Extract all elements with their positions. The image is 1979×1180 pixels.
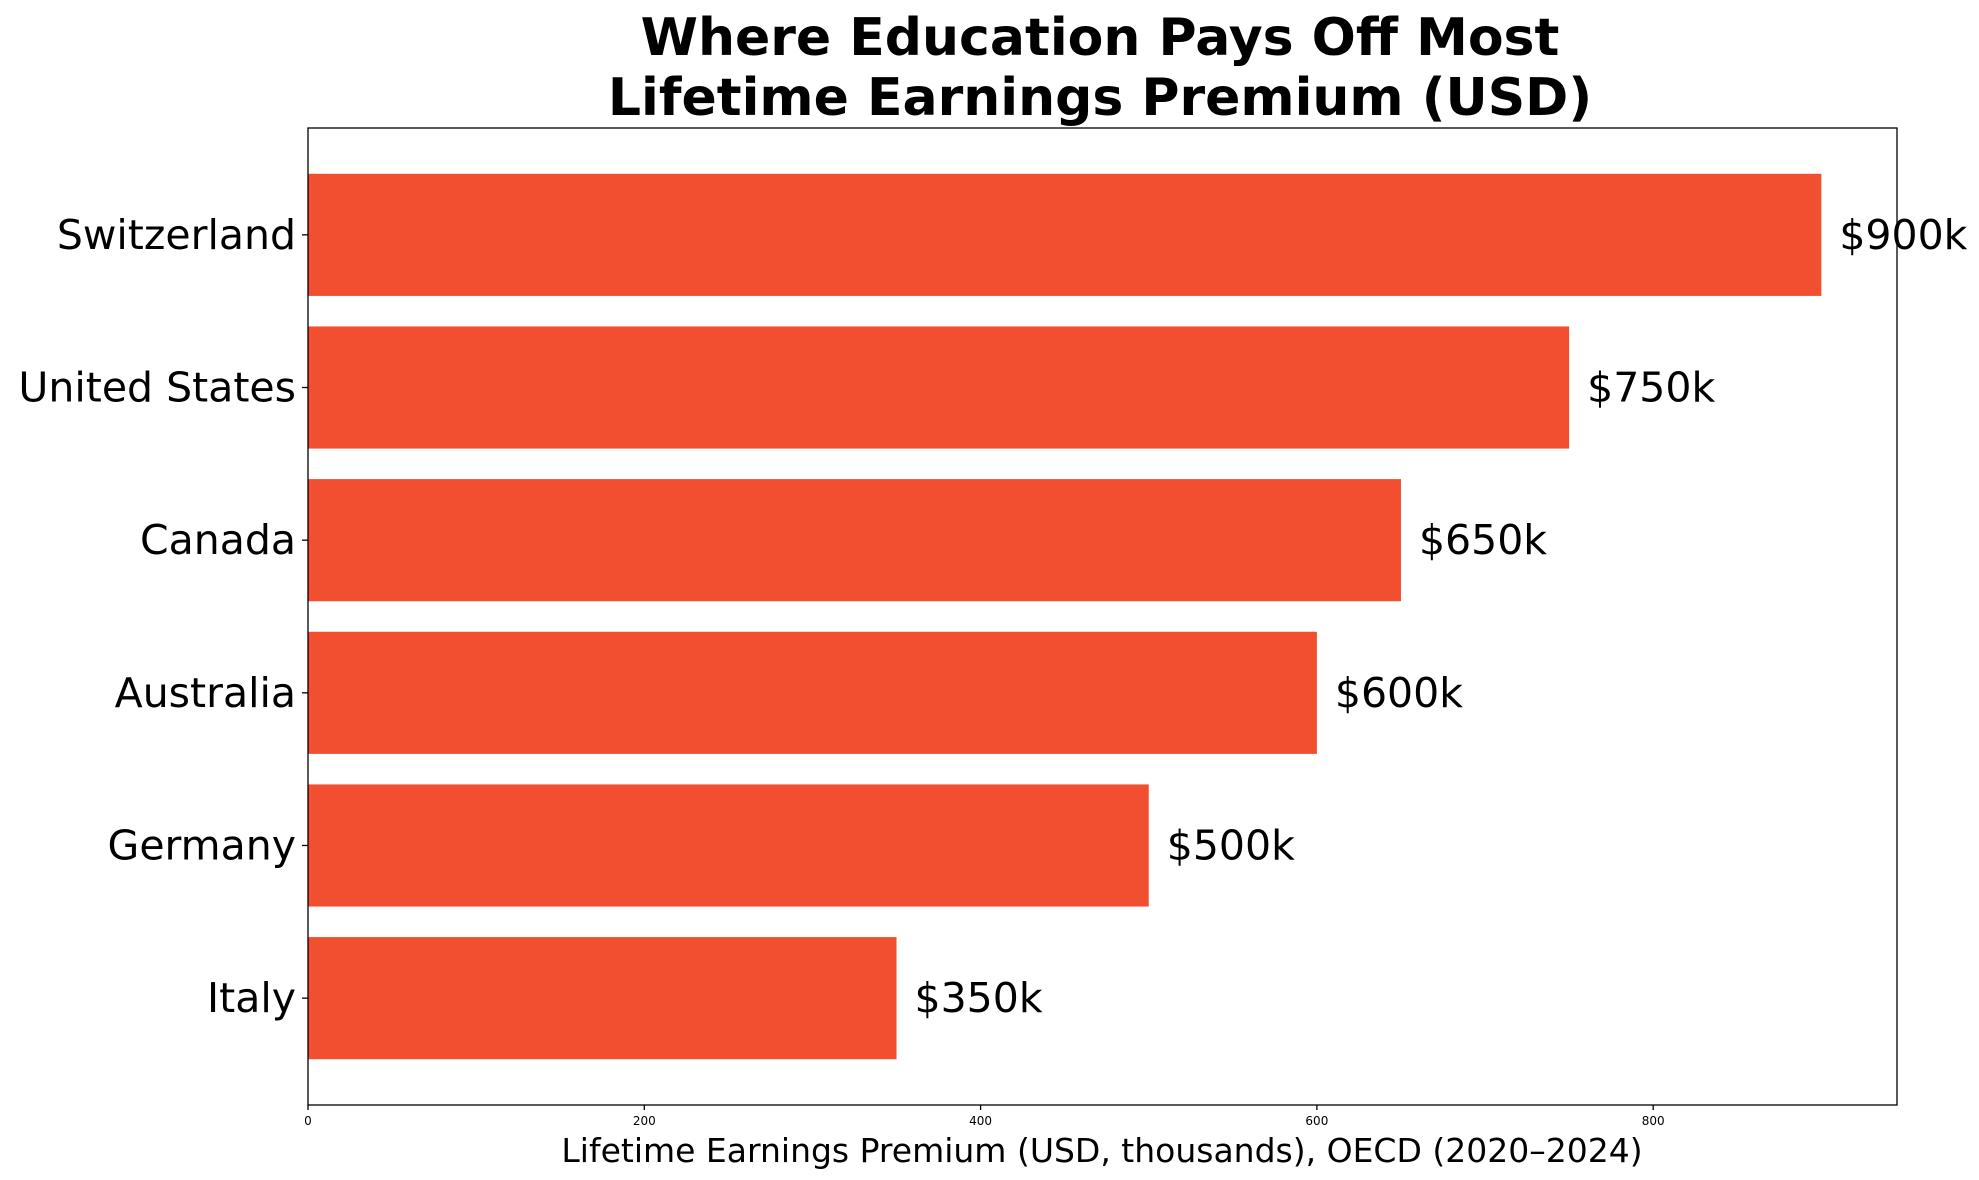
category-label: Switzerland: [57, 211, 296, 259]
value-label: $350k: [915, 974, 1043, 1022]
bar-australia: [308, 631, 1317, 754]
x-axis-ticks: 0 200 400 600 800: [304, 1105, 1665, 1128]
category-label: Italy: [207, 974, 296, 1022]
x-tick-label: 600: [1305, 1114, 1328, 1128]
plot-frame: [307, 127, 1898, 1106]
category-label: Australia: [115, 669, 296, 717]
x-tick-label: 200: [633, 1114, 656, 1128]
value-label: $650k: [1419, 516, 1547, 564]
value-label: $900k: [1839, 211, 1967, 259]
bar-italy: [308, 937, 897, 1060]
chart-title-line-2: Lifetime Earnings Premium (USD): [608, 68, 1592, 128]
x-tick-label: 0: [304, 1114, 312, 1128]
bar-switzerland: [308, 173, 1822, 296]
x-axis-label: Lifetime Earnings Premium (USD, thousand…: [561, 1131, 1642, 1170]
value-label: $600k: [1335, 669, 1463, 717]
x-tick-label: 800: [1642, 1114, 1665, 1128]
chart-title-line-1: Where Education Pays Off Most: [641, 8, 1560, 68]
value-label: $750k: [1587, 364, 1715, 412]
category-label: United States: [18, 364, 296, 412]
category-label: Germany: [108, 821, 296, 869]
bars-layer: Switzerland $900k United States $750k Canada…: [18, 173, 1968, 1060]
x-tick-label: 400: [969, 1114, 992, 1128]
bar-united-states: [308, 326, 1570, 449]
bar-germany: [308, 784, 1149, 907]
value-label: $500k: [1167, 821, 1295, 869]
bar-canada: [308, 479, 1401, 602]
category-label: Canada: [140, 516, 296, 564]
